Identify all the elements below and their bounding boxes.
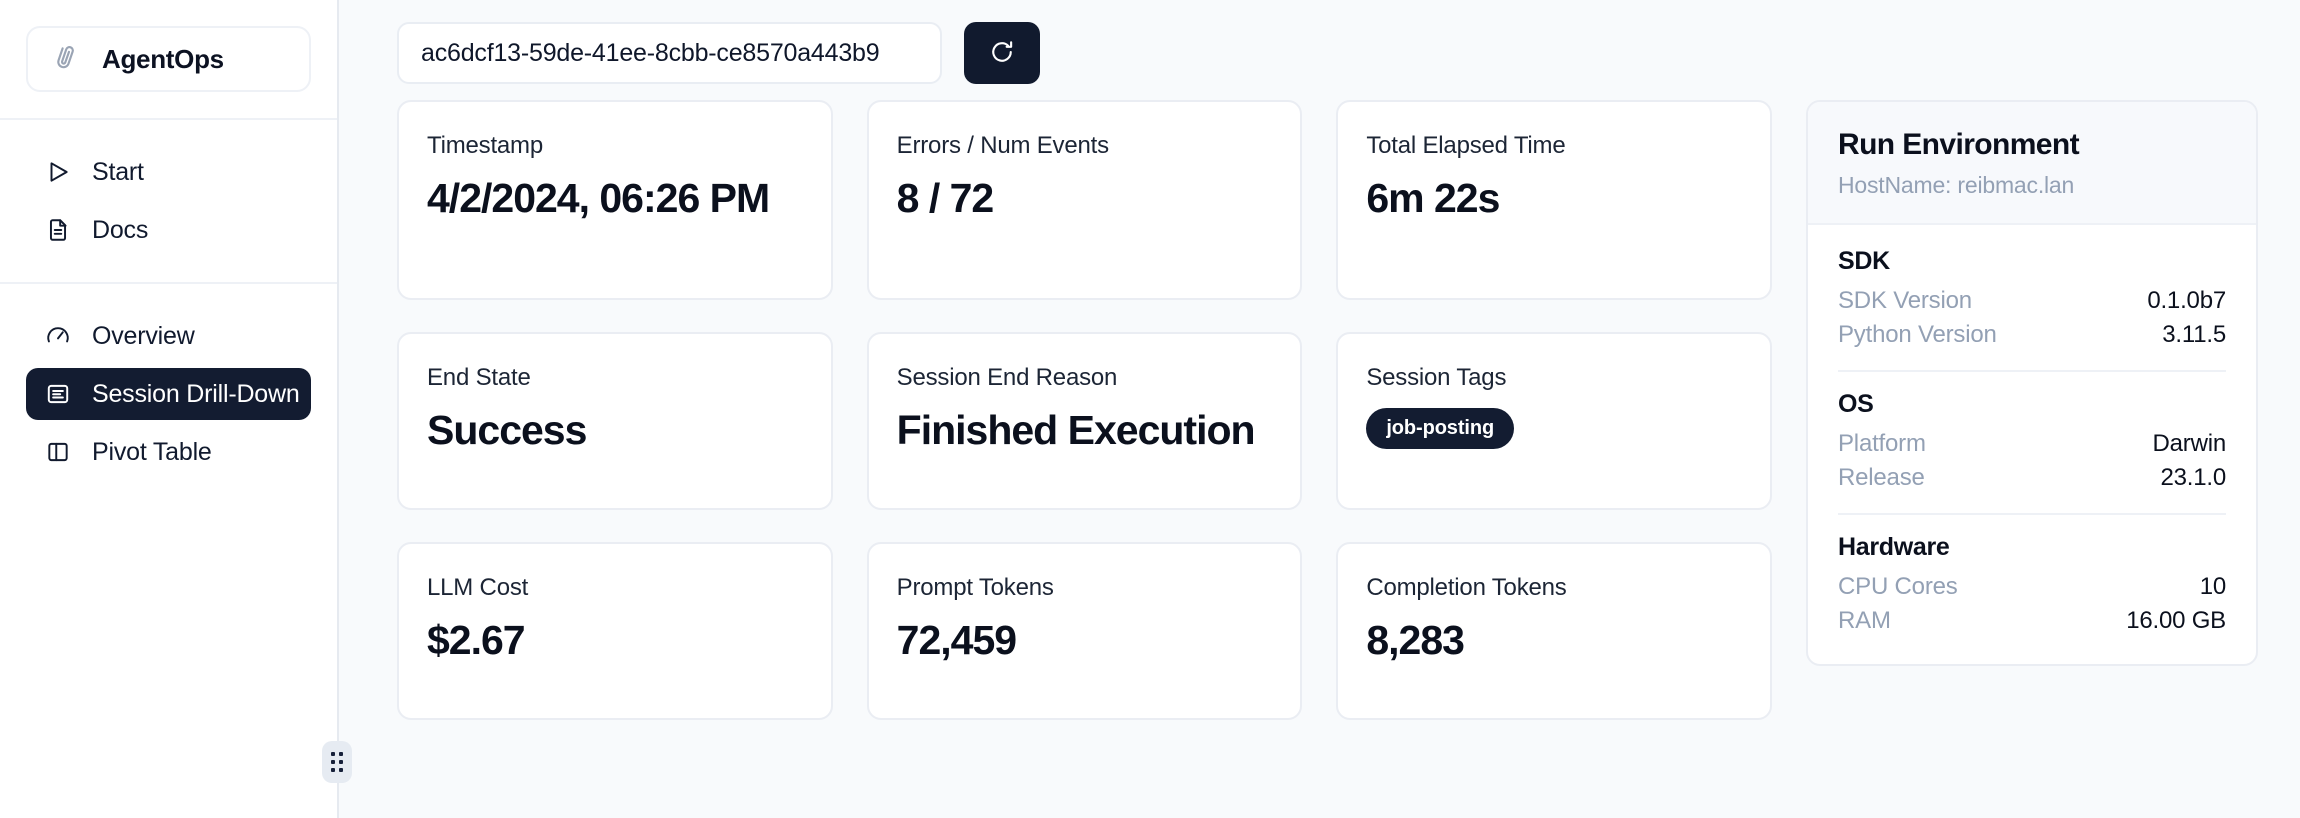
card-value: Finished Execution	[896, 407, 1256, 453]
sidebar-item-label: Session Drill-Down	[92, 379, 300, 408]
sidebar-divider-top	[0, 118, 337, 120]
metric-cards-grid: Timestamp 4/2/2024, 06:26 PM Errors / Nu…	[397, 100, 1772, 720]
sidebar-secondary-nav: Overview Session Drill-Down Pivot Ta	[0, 284, 337, 478]
env-row: SDK Version 0.1.0b7	[1838, 284, 2226, 318]
env-key: Platform	[1838, 430, 1926, 457]
sidebar-divider-middle	[0, 282, 337, 284]
card-value: 72,459	[896, 617, 1017, 663]
env-value: 16.00 GB	[2126, 607, 2226, 634]
sidebar-item-label: Start	[92, 157, 144, 186]
sidebar-resize-handle[interactable]	[322, 741, 352, 783]
refresh-button[interactable]	[964, 22, 1040, 84]
paperclip-icon	[50, 42, 84, 76]
gauge-icon	[44, 322, 72, 350]
env-section-os: OS Platform Darwin Release 23.1.0	[1838, 370, 2226, 495]
card-label: End State	[427, 364, 531, 391]
main-content: Timestamp 4/2/2024, 06:26 PM Errors / Nu…	[339, 0, 2300, 818]
card-label: Prompt Tokens	[896, 574, 1054, 601]
env-key: Python Version	[1838, 321, 1997, 348]
grip-dots-icon	[331, 752, 343, 772]
sidebar-item-overview[interactable]: Overview	[26, 310, 311, 362]
env-section-sdk: SDK SDK Version 0.1.0b7 Python Version 3…	[1838, 247, 2226, 352]
env-key: RAM	[1838, 607, 1891, 634]
brand-logo-button[interactable]: AgentOps	[26, 26, 311, 92]
env-key: SDK Version	[1838, 287, 1972, 314]
env-section-title: SDK	[1838, 247, 1890, 275]
sidebar-primary-nav: Start Docs	[0, 120, 337, 256]
metric-card-timestamp: Timestamp 4/2/2024, 06:26 PM	[397, 100, 833, 300]
env-section-hardware: Hardware CPU Cores 10 RAM 16.00 GB	[1838, 513, 2226, 638]
play-icon	[44, 158, 72, 186]
metric-card-session-end-reason: Session End Reason Finished Execution	[866, 332, 1303, 510]
content-area: Timestamp 4/2/2024, 06:26 PM Errors / Nu…	[397, 100, 2258, 720]
card-value: 8 / 72	[896, 175, 995, 221]
list-panel-icon	[44, 380, 72, 408]
toolbar	[397, 0, 2258, 100]
card-label: Completion Tokens	[1366, 574, 1567, 601]
session-id-input[interactable]	[397, 22, 942, 84]
env-value: 0.1.0b7	[2147, 287, 2226, 314]
metric-card-total-elapsed-time: Total Elapsed Time 6m 22s	[1336, 100, 1772, 300]
sidebar-item-docs[interactable]: Docs	[26, 204, 311, 256]
env-section-title: Hardware	[1838, 533, 1950, 561]
card-value: $2.67	[427, 617, 526, 663]
card-label: Session Tags	[1366, 364, 1507, 391]
brand-name: AgentOps	[102, 43, 224, 74]
sidebar-item-label: Pivot Table	[92, 437, 212, 466]
env-row: Release 23.1.0	[1838, 461, 2226, 495]
run-environment-body: SDK SDK Version 0.1.0b7 Python Version 3…	[1808, 225, 2256, 664]
columns-icon	[44, 438, 72, 466]
card-label: Session End Reason	[896, 364, 1118, 391]
sidebar: AgentOps Start Docs	[0, 0, 352, 818]
card-value: 6m 22s	[1366, 175, 1500, 221]
env-section-title: OS	[1838, 390, 1874, 418]
sidebar-item-start[interactable]: Start	[26, 146, 311, 198]
run-environment-panel: Run Environment HostName: reibmac.lan SD…	[1806, 100, 2258, 666]
env-value: Darwin	[2152, 430, 2227, 457]
env-value: 10	[2199, 573, 2226, 600]
env-row: CPU Cores 10	[1838, 570, 2226, 604]
metric-card-llm-cost: LLM Cost $2.67	[397, 542, 833, 720]
env-value: 23.1.0	[2160, 464, 2226, 491]
env-key: Release	[1838, 464, 1925, 491]
hostname-text: HostName: reibmac.lan	[1838, 172, 2075, 198]
document-icon	[44, 216, 72, 244]
env-key: CPU Cores	[1838, 573, 1958, 600]
env-row: Platform Darwin	[1838, 427, 2226, 461]
card-value: Success	[427, 407, 587, 453]
env-row: Python Version 3.11.5	[1838, 318, 2226, 352]
status-badge[interactable]: job-posting	[1366, 408, 1515, 449]
card-label: LLM Cost	[427, 574, 529, 601]
metric-card-end-state: End State Success	[397, 332, 833, 510]
metric-card-session-tags: Session Tags job-posting	[1336, 332, 1772, 510]
sidebar-item-session-drill-down[interactable]: Session Drill-Down	[26, 368, 311, 420]
card-label: Total Elapsed Time	[1366, 132, 1566, 159]
sidebar-item-label: Overview	[92, 321, 195, 350]
metric-card-prompt-tokens: Prompt Tokens 72,459	[866, 542, 1303, 720]
metric-card-completion-tokens: Completion Tokens 8,283	[1336, 542, 1772, 720]
run-environment-header: Run Environment HostName: reibmac.lan	[1808, 102, 2256, 225]
sidebar-item-label: Docs	[92, 215, 149, 244]
refresh-icon	[987, 37, 1017, 70]
metric-card-errors-num-events: Errors / Num Events 8 / 72	[866, 100, 1303, 300]
card-value: 4/2/2024, 06:26 PM	[427, 175, 770, 221]
sidebar-item-pivot-table[interactable]: Pivot Table	[26, 426, 311, 478]
panel-title: Run Environment	[1838, 128, 2080, 161]
card-label: Errors / Num Events	[896, 132, 1109, 159]
env-value: 3.11.5	[2162, 321, 2226, 348]
env-row: RAM 16.00 GB	[1838, 604, 2226, 638]
card-value: 8,283	[1366, 617, 1465, 663]
card-label: Timestamp	[427, 132, 543, 159]
brand-wrap: AgentOps	[0, 0, 337, 92]
